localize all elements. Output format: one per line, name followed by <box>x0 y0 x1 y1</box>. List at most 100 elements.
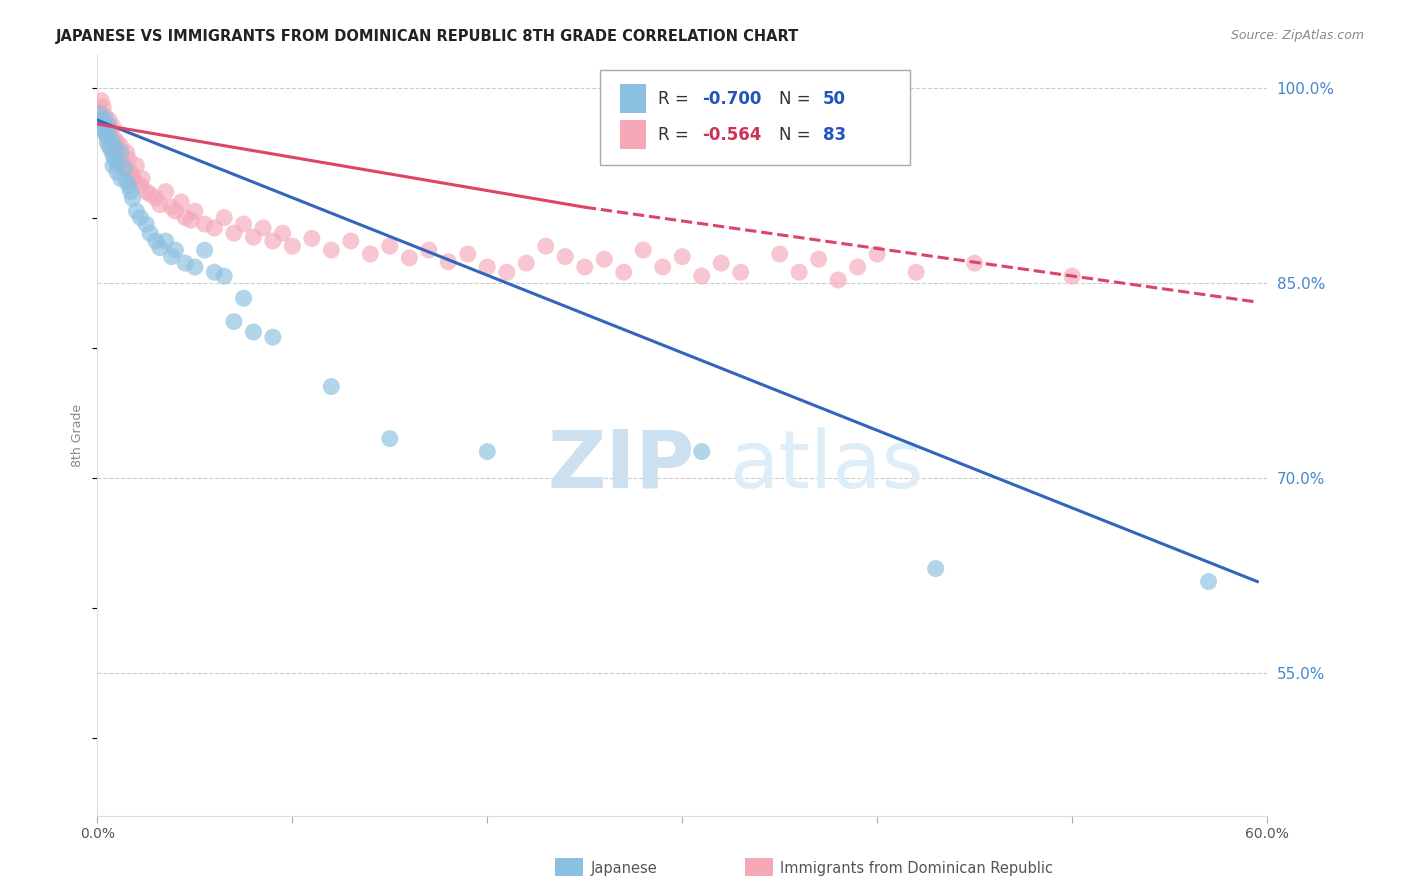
Point <box>437 255 460 269</box>
Point <box>115 174 138 188</box>
Point <box>89 106 111 120</box>
Point <box>98 113 121 128</box>
Point <box>117 152 139 166</box>
Point <box>139 187 162 202</box>
Point <box>105 135 128 149</box>
Point <box>769 247 792 261</box>
Point <box>139 226 162 240</box>
Point <box>111 156 134 170</box>
Point <box>101 148 124 162</box>
Point <box>94 126 117 140</box>
Point <box>1062 269 1084 284</box>
Point <box>222 226 245 240</box>
Point <box>477 260 499 274</box>
Text: N =: N = <box>779 90 817 108</box>
Point <box>145 234 167 248</box>
Point <box>321 379 343 393</box>
Point <box>110 171 132 186</box>
Point <box>281 239 304 253</box>
Text: N =: N = <box>779 126 817 144</box>
Point <box>202 221 225 235</box>
Point <box>271 226 294 240</box>
Point <box>125 204 148 219</box>
Point <box>477 444 499 458</box>
Point <box>212 269 235 284</box>
Point <box>110 139 132 153</box>
Point <box>90 94 112 108</box>
Point <box>101 159 124 173</box>
Point <box>110 145 132 160</box>
Point <box>104 152 127 166</box>
Point <box>232 217 254 231</box>
Text: atlas: atlas <box>730 426 924 505</box>
Text: ZIP: ZIP <box>548 426 695 505</box>
Bar <box>620 120 645 149</box>
Point <box>149 197 172 211</box>
Point <box>98 126 121 140</box>
Point <box>194 217 217 231</box>
Y-axis label: 8th Grade: 8th Grade <box>72 404 84 467</box>
Point <box>120 165 142 179</box>
Point <box>866 247 889 261</box>
Point <box>104 133 127 147</box>
Point <box>710 256 733 270</box>
Point <box>651 260 673 274</box>
Point <box>262 330 284 344</box>
Point <box>96 122 118 136</box>
Point <box>924 561 946 575</box>
Text: Immigrants from Dominican Republic: Immigrants from Dominican Republic <box>780 862 1053 876</box>
Point <box>114 161 136 176</box>
Point <box>457 247 479 261</box>
Point <box>807 252 830 267</box>
Point <box>160 250 183 264</box>
Point <box>100 143 122 157</box>
Bar <box>620 84 645 113</box>
Point <box>104 143 127 157</box>
Point <box>534 239 557 253</box>
Point <box>633 243 655 257</box>
Point <box>222 315 245 329</box>
Point <box>114 161 136 176</box>
Point <box>787 265 810 279</box>
Point <box>827 273 849 287</box>
Point <box>105 156 128 170</box>
Point <box>117 178 139 193</box>
Point <box>515 256 537 270</box>
Point <box>690 444 713 458</box>
Point <box>91 117 114 131</box>
Text: R =: R = <box>658 126 693 144</box>
Text: 50: 50 <box>823 90 845 108</box>
Point <box>98 120 121 134</box>
Point <box>105 165 128 179</box>
Point <box>104 139 127 153</box>
Point <box>554 250 576 264</box>
Text: R =: R = <box>658 90 693 108</box>
Point <box>1198 574 1220 589</box>
Point <box>242 230 264 244</box>
Point <box>91 113 114 128</box>
Point <box>359 247 381 261</box>
Point <box>94 113 117 128</box>
Point <box>121 191 143 205</box>
Point <box>730 265 752 279</box>
Point <box>121 169 143 183</box>
Point <box>846 260 869 274</box>
Point <box>129 178 152 193</box>
Point <box>174 211 197 225</box>
Point <box>120 185 142 199</box>
Point <box>91 100 114 114</box>
Point <box>165 243 187 257</box>
Point <box>340 234 363 248</box>
Point <box>671 250 693 264</box>
Point <box>495 265 517 279</box>
Point <box>418 243 440 257</box>
Point <box>963 256 986 270</box>
Text: -0.564: -0.564 <box>702 126 762 144</box>
Point <box>129 211 152 225</box>
Point <box>98 139 121 153</box>
Point <box>398 251 420 265</box>
Point <box>202 265 225 279</box>
Point <box>232 291 254 305</box>
Point <box>96 117 118 131</box>
Point <box>301 231 323 245</box>
